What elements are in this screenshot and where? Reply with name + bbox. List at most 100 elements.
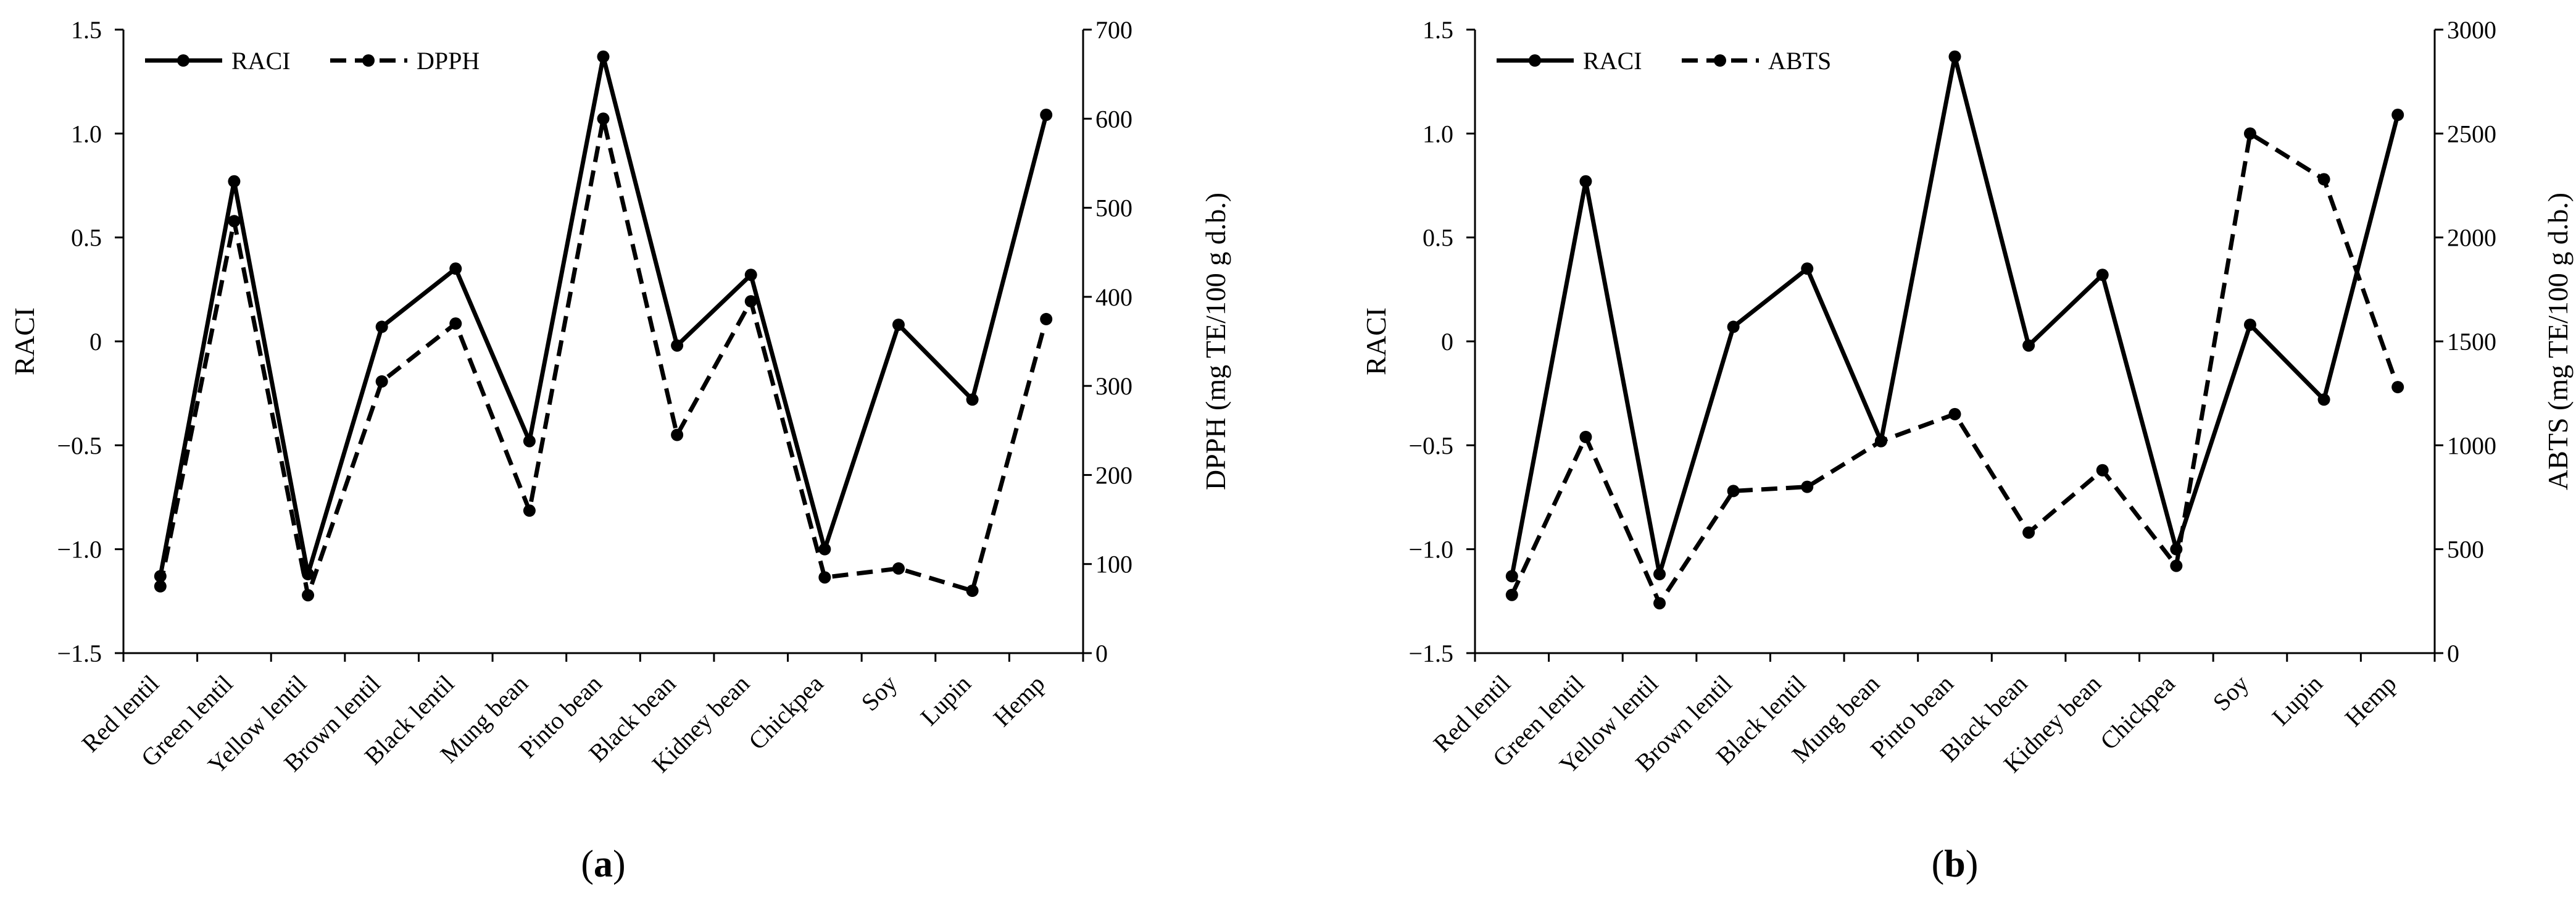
data-point-abts [1874, 435, 1887, 448]
left-tick-label: −1.0 [1408, 536, 1453, 564]
data-point-raci [2022, 339, 2035, 352]
left-tick-label: −0.5 [57, 431, 102, 459]
series-line-raci [1510, 54, 2400, 577]
data-point-abts [2096, 464, 2109, 477]
legend-marker-dpph [362, 54, 375, 67]
data-point-abts [1505, 588, 1518, 601]
series-line-raci [158, 54, 1049, 577]
x-category-label: Lupin [2267, 670, 2328, 731]
data-point-dpph [228, 215, 241, 228]
right-tick-label: 1500 [2447, 328, 2496, 356]
data-point-abts [1727, 485, 1740, 498]
right-tick-label: 2500 [2447, 120, 2496, 148]
data-point-dpph [892, 562, 905, 575]
data-point-raci [966, 393, 979, 406]
x-category-label: Hemp [988, 670, 1050, 732]
data-point-dpph [449, 317, 462, 330]
data-point-raci [375, 320, 388, 333]
right-axis-title: DPPH (mg TE/100 g d.b.) [1200, 193, 1231, 490]
legend-label-dpph: DPPH [417, 47, 480, 75]
data-point-raci [1948, 50, 1961, 63]
chart-panel-a: −1.5 −1.0 −0.5 0 0.5 1.0 1.5 0 100 200 300 400 500 60… [9, 16, 1231, 885]
left-tick-label: 1.0 [71, 120, 102, 148]
left-tick-label: 0 [1441, 328, 1453, 356]
chart-panel-b: −1.5 −1.0 −0.5 0 0.5 1.0 1.5 0 500 1000 1500 2000 25… [1360, 16, 2574, 885]
data-point-dpph [523, 504, 536, 517]
data-point-raci [2317, 393, 2330, 406]
data-point-abts [1653, 597, 1666, 610]
panel-label: (b) [1932, 843, 1979, 885]
data-point-raci [744, 269, 757, 281]
legend-label-raci: RACI [1583, 47, 1642, 75]
data-point-raci [449, 262, 462, 275]
data-point-raci [892, 319, 905, 331]
data-point-dpph [597, 112, 610, 125]
x-category-label: Hemp [2340, 670, 2402, 732]
legend-marker-abts [1714, 54, 1726, 67]
left-tick-label: 1.5 [1423, 16, 1453, 44]
series-line-abts [1510, 131, 2400, 606]
x-category-label: Chickpea [2095, 669, 2180, 755]
x-category-label: Lupin [915, 670, 976, 731]
left-axis-title: RACI [1360, 307, 1392, 375]
data-point-dpph [818, 571, 831, 584]
data-point-raci [2243, 319, 2256, 331]
legend-marker-raci [177, 54, 189, 67]
data-point-abts [2022, 526, 2035, 539]
left-tick-label: 1.5 [71, 16, 102, 44]
data-point-raci [1579, 175, 1592, 188]
data-point-abts [2391, 381, 2404, 394]
right-tick-label: 600 [1095, 105, 1132, 133]
data-point-dpph [154, 580, 167, 593]
right-tick-label: 1000 [2447, 431, 2496, 459]
left-tick-label: 0.5 [71, 224, 102, 252]
legend-marker-raci [1529, 54, 1541, 67]
right-axis-title: ABTS (mg TE/100 g d.b.) [2542, 193, 2574, 490]
data-point-raci [2391, 109, 2404, 122]
right-tick-label: 300 [1095, 372, 1132, 400]
right-tick-label: 700 [1095, 16, 1132, 44]
data-point-abts [2170, 559, 2183, 572]
right-tick-label: 0 [2447, 640, 2459, 667]
x-category-label: Soy [2207, 670, 2254, 717]
data-point-raci [228, 175, 241, 188]
legend-label-abts: ABTS [1768, 47, 1831, 75]
x-category-label: Chickpea [743, 669, 829, 755]
left-tick-label: −0.5 [1408, 431, 1453, 459]
right-tick-label: 3000 [2447, 16, 2496, 44]
data-point-raci [671, 339, 684, 352]
data-point-raci [597, 50, 610, 63]
data-point-dpph [966, 585, 979, 597]
data-point-raci [1727, 320, 1740, 333]
left-tick-label: 1.0 [1423, 120, 1453, 148]
legend-label-raci: RACI [231, 47, 291, 75]
data-point-raci [818, 543, 831, 556]
data-point-raci [2096, 269, 2109, 281]
data-point-abts [1579, 430, 1592, 443]
data-point-abts [2317, 173, 2330, 186]
left-tick-label: 0 [89, 328, 102, 356]
data-point-abts [2243, 127, 2256, 140]
right-tick-label: 200 [1095, 461, 1132, 489]
right-tick-label: 100 [1095, 551, 1132, 578]
left-tick-label: −1.0 [57, 536, 102, 564]
x-category-label: Soy [855, 670, 902, 717]
left-axis-title: RACI [9, 307, 40, 375]
data-point-dpph [375, 375, 388, 388]
series-line-dpph [158, 116, 1049, 598]
left-tick-label: −1.5 [1408, 640, 1453, 667]
data-point-raci [523, 435, 536, 448]
data-point-abts [1801, 480, 1814, 493]
right-tick-label: 2000 [2447, 224, 2496, 252]
right-tick-label: 0 [1095, 640, 1108, 667]
data-point-raci [1505, 570, 1518, 583]
data-point-abts [1948, 407, 1961, 420]
panel-label: (a) [581, 843, 625, 885]
data-point-raci [1040, 109, 1053, 122]
data-point-dpph [671, 428, 684, 441]
data-point-raci [1653, 568, 1666, 581]
right-tick-label: 400 [1095, 283, 1132, 311]
data-point-dpph [1040, 312, 1053, 325]
data-point-dpph [744, 295, 757, 308]
